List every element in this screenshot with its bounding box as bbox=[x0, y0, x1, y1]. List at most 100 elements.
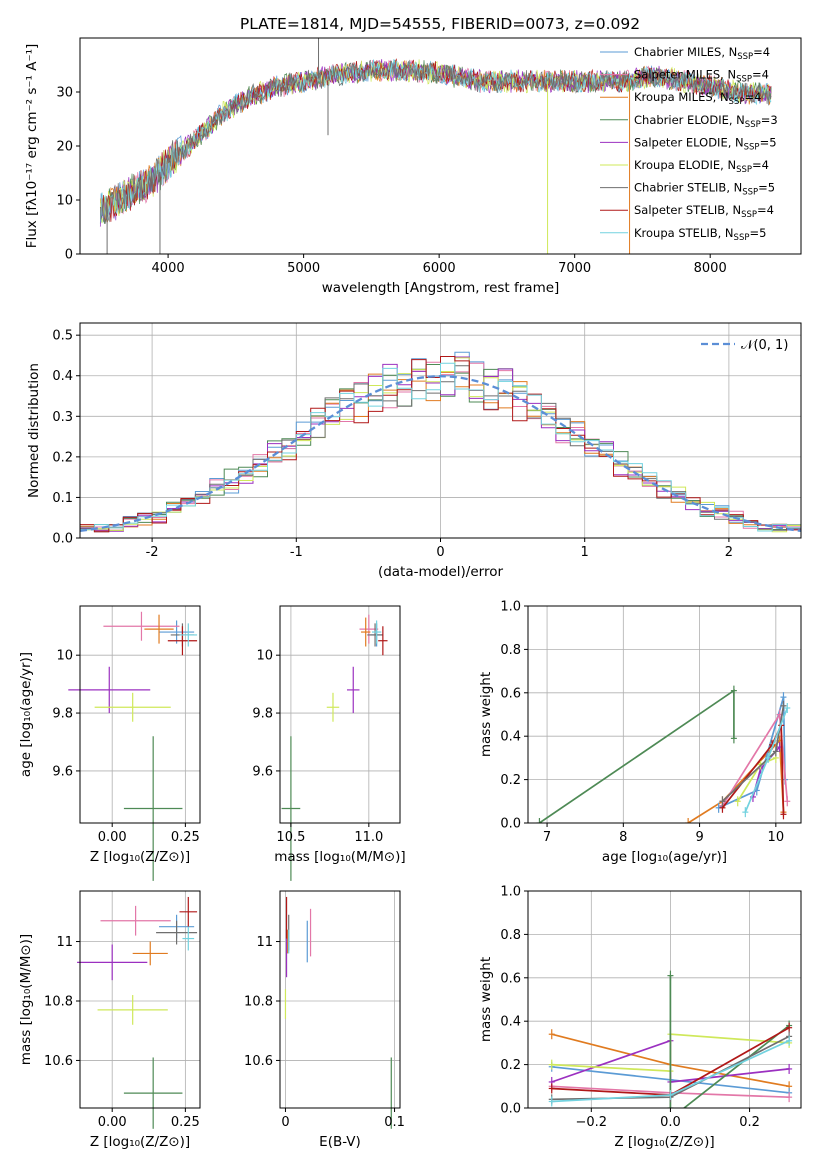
x-tick-label: 9 bbox=[695, 830, 703, 845]
y-tick-label: 0.2 bbox=[52, 450, 73, 465]
legend-label-text: Kroupa ELODIE, N bbox=[634, 158, 736, 172]
spectrum-line bbox=[99, 59, 772, 224]
legend-label-n: =4 bbox=[752, 158, 769, 172]
x-tick-label: −0.2 bbox=[576, 1115, 608, 1130]
plot-area bbox=[80, 606, 200, 823]
x-axis-label: mass [log₁₀(M/M⊙)] bbox=[274, 849, 405, 865]
y-tick-label: 11 bbox=[256, 935, 273, 950]
x-tick-label: 0.1 bbox=[384, 1115, 405, 1130]
y-tick-label: 0.0 bbox=[500, 1102, 521, 1117]
y-tick-label: 0.0 bbox=[52, 532, 73, 547]
y-axis-label: mass weight bbox=[478, 957, 494, 1042]
legend-label-n: =5 bbox=[749, 226, 766, 240]
legend-label-sub: SSP bbox=[744, 142, 760, 152]
x-axis-label: Z [log₁₀(Z/Z⊙)] bbox=[614, 1134, 714, 1150]
x-axis-label: E(B-V) bbox=[319, 1134, 361, 1150]
x-tick-label: 6000 bbox=[423, 261, 456, 276]
panel-mass-vs-ebv: 0 0.1 10.6 10.8 11 E(B-V) bbox=[244, 890, 405, 1150]
legend-label: Salpeter ELODIE, NSSP=5 bbox=[634, 135, 777, 152]
legend-label-text: Kroupa STELIB, N bbox=[634, 226, 734, 240]
legend-label: Chabrier MILES, NSSP=4 bbox=[634, 45, 770, 62]
x-tick-label: -1 bbox=[290, 545, 303, 560]
y-tick-label: 0 bbox=[65, 248, 73, 263]
x-tick-label: 0.25 bbox=[171, 830, 200, 845]
x-tick-label: 8 bbox=[619, 830, 627, 845]
y-tick-label: 0.8 bbox=[500, 643, 521, 658]
y-tick-label: 0.1 bbox=[52, 491, 73, 506]
y-tick-label: 0.0 bbox=[500, 817, 521, 832]
figure-title: PLATE=1814, MJD=54555, FIBERID=0073, z=0… bbox=[240, 15, 640, 33]
legend-label-n: =5 bbox=[758, 181, 775, 195]
y-tick-label: 0.4 bbox=[52, 369, 73, 384]
y-tick-label: 10 bbox=[56, 194, 73, 209]
x-tick-label: 7 bbox=[543, 830, 551, 845]
legend-label: Chabrier STELIB, NSSP=5 bbox=[634, 181, 775, 198]
axes-frame bbox=[279, 605, 401, 824]
y-tick-label: 0.4 bbox=[500, 1015, 521, 1030]
x-tick-label: 0.00 bbox=[98, 1115, 127, 1130]
legend-label-sub: SSP bbox=[742, 188, 758, 198]
y-tick-label: 10.8 bbox=[44, 994, 73, 1009]
x-axis-label: (data-model)/error bbox=[378, 564, 504, 580]
y-axis-label: Normed distribution bbox=[26, 363, 42, 498]
y-tick-label: 9.8 bbox=[252, 707, 273, 722]
y-tick-label: 10 bbox=[56, 649, 73, 664]
x-axis-label: Z [log₁₀(Z/Z⊙)] bbox=[90, 1134, 190, 1150]
legend-label-sub: SSP bbox=[729, 97, 745, 107]
legend-label: Chabrier ELODIE, NSSP=3 bbox=[634, 113, 778, 130]
x-tick-label: 10.5 bbox=[276, 830, 305, 845]
axes-frame bbox=[79, 605, 201, 824]
panel-residuals: -2 -1 0 1 2 0.0 0.1 0.2 0.3 0.4 0.5 (data-model)/er… bbox=[26, 322, 802, 580]
x-tick-label: 7000 bbox=[558, 261, 591, 276]
x-tick-label: 2 bbox=[725, 545, 733, 560]
legend-label-text: Chabrier MILES, N bbox=[634, 45, 737, 59]
legend-label-n: =4 bbox=[753, 45, 770, 59]
y-tick-label: 0.3 bbox=[52, 410, 73, 425]
legend-label-text: Salpeter MILES, N bbox=[634, 68, 736, 82]
plot-area bbox=[280, 891, 400, 1108]
legend-label-n: =4 bbox=[744, 90, 761, 104]
y-tick-label: 0.2 bbox=[500, 773, 521, 788]
legend-label: Kroupa STELIB, NSSP=5 bbox=[634, 226, 766, 243]
legend-label-n: =3 bbox=[761, 113, 778, 127]
legend-label-n: =5 bbox=[760, 135, 777, 149]
x-tick-label: 0.00 bbox=[98, 830, 127, 845]
y-tick-label: 30 bbox=[56, 86, 73, 101]
legend-label-text: Kroupa MILES, N bbox=[634, 90, 729, 104]
axes-frame bbox=[527, 890, 802, 1109]
y-tick-label: 10.8 bbox=[244, 994, 273, 1009]
y-tick-label: 0.8 bbox=[500, 928, 521, 943]
legend-label-text: Salpeter ELODIE, N bbox=[634, 135, 744, 149]
x-axis-label: Z [log₁₀(Z/Z⊙)] bbox=[90, 849, 190, 865]
legend-label-sub: SSP bbox=[734, 233, 750, 243]
x-tick-label: 0 bbox=[281, 1115, 289, 1130]
weight-line bbox=[669, 975, 790, 1108]
x-tick-label: 1 bbox=[581, 545, 589, 560]
y-tick-label: 10.6 bbox=[244, 1054, 273, 1069]
y-tick-label: 1.0 bbox=[500, 885, 521, 900]
x-tick-label: 8000 bbox=[694, 261, 727, 276]
y-tick-label: 20 bbox=[56, 140, 73, 155]
y-axis-label: mass weight bbox=[478, 672, 494, 757]
x-tick-label: 0 bbox=[436, 545, 444, 560]
legend-label: Kroupa ELODIE, NSSP=4 bbox=[634, 158, 769, 175]
x-tick-label: -2 bbox=[146, 545, 159, 560]
gaussian-curve bbox=[79, 375, 802, 533]
x-tick-label: 11.0 bbox=[354, 830, 383, 845]
y-tick-label: 9.6 bbox=[52, 764, 73, 779]
x-axis-label: wavelength [Angstrom, rest frame] bbox=[322, 280, 560, 296]
panel-age-vs-mass: 10.5 11.0 9.6 9.8 10 mass [log₁₀(M/M⊙)] bbox=[252, 605, 406, 881]
legend-label-sub: SSP bbox=[745, 120, 761, 130]
x-axis-label: age [log₁₀(age/yr)] bbox=[602, 849, 727, 865]
plot-area bbox=[80, 891, 200, 1108]
y-tick-label: 11 bbox=[56, 935, 73, 950]
legend-label-sub: SSP bbox=[737, 52, 753, 62]
y-tick-label: 9.8 bbox=[52, 707, 73, 722]
y-tick-label: 10.6 bbox=[44, 1054, 73, 1069]
y-tick-label: 9.6 bbox=[252, 764, 273, 779]
panel-spectrum: 4000 5000 6000 7000 8000 0 10 20 30 wavelength [A… bbox=[24, 37, 802, 296]
x-tick-label: 0.2 bbox=[739, 1115, 760, 1130]
panel-age-vs-z: 0.00 0.25 9.6 9.8 10 Z [log₁₀(Z/Z⊙)] age [log₁… bbox=[18, 605, 201, 881]
y-axis-label: Flux [fλ10⁻¹⁷ erg cm⁻² s⁻¹ A⁻¹] bbox=[24, 44, 40, 249]
y-tick-label: 0.4 bbox=[500, 730, 521, 745]
